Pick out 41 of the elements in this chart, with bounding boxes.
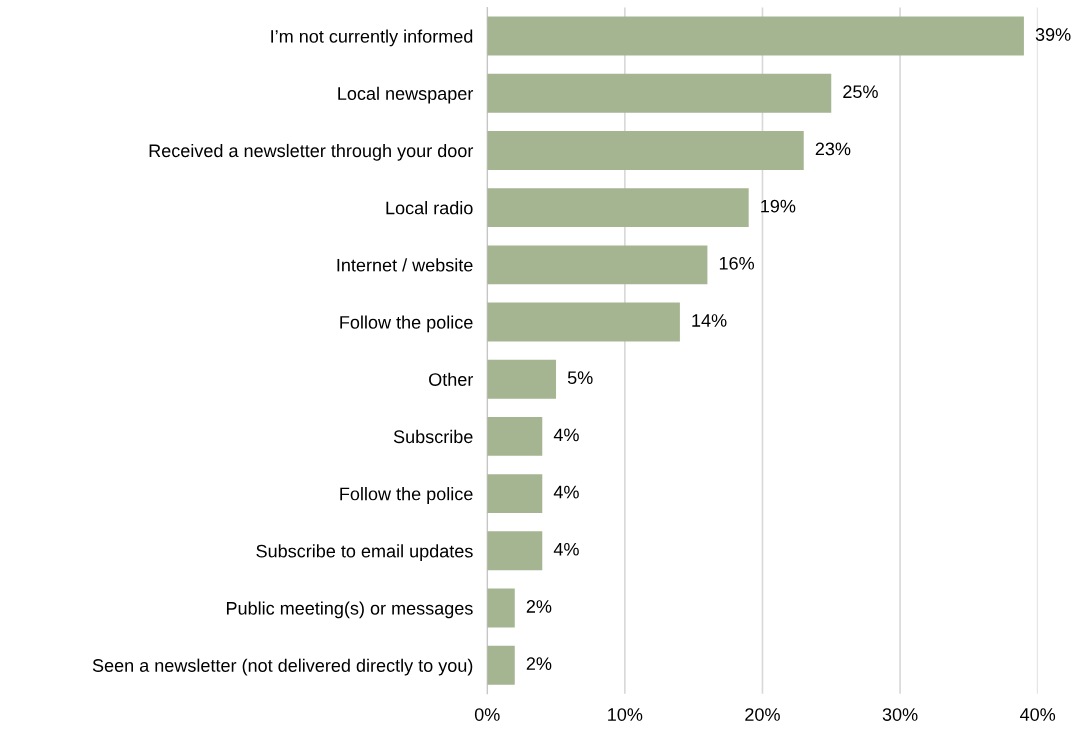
data-label: 23%	[815, 142, 851, 156]
bar	[487, 188, 749, 228]
bar	[487, 245, 708, 285]
data-label: 4%	[553, 428, 579, 442]
y-tick-label: I’m not currently informed	[271, 29, 473, 47]
y-tick-label: Internet / website	[337, 258, 473, 272]
x-tick-label: 0%	[474, 708, 500, 721]
data-label: 19%	[761, 199, 796, 213]
y-tick-label: Other	[429, 372, 474, 386]
bar	[487, 416, 543, 456]
x-tick-label: 30%	[882, 708, 918, 721]
x-tick-label: 20%	[745, 708, 780, 721]
data-label: 39%	[1035, 28, 1071, 41]
data-label: 4%	[553, 485, 579, 499]
y-tick-label: Local radio	[386, 201, 473, 215]
bar	[487, 645, 515, 685]
data-label: 5%	[567, 371, 593, 385]
bar	[487, 531, 543, 571]
bar	[487, 73, 832, 113]
data-label: 2%	[526, 657, 552, 670]
bar	[487, 16, 1024, 56]
y-tick-label: Follow the police	[340, 315, 473, 333]
data-label: 16%	[719, 256, 755, 270]
data-label: 25%	[843, 85, 878, 99]
y-tick-label: Follow the police	[340, 487, 473, 504]
bar	[487, 359, 557, 399]
data-label: 4%	[553, 542, 579, 556]
y-tick-label: Seen a newsletter (not delivered directly to you)	[92, 658, 473, 676]
y-tick-label: Subscribe	[393, 429, 473, 444]
y-tick-label: Subscribe to email updates	[256, 544, 473, 562]
bar	[487, 302, 680, 342]
y-tick-label: Public meeting(s) or messages	[226, 601, 473, 619]
bar	[487, 588, 515, 628]
x-tick-label: 10%	[608, 708, 643, 721]
data-label: 14%	[692, 314, 727, 327]
bar	[487, 474, 543, 514]
y-tick-label: Local newspaper	[338, 86, 474, 104]
y-tick-label: Received a newsletter through your door	[149, 143, 474, 161]
data-label: 2%	[526, 600, 552, 613]
bar	[487, 131, 804, 170]
x-tick-label: 40%	[1020, 708, 1056, 721]
